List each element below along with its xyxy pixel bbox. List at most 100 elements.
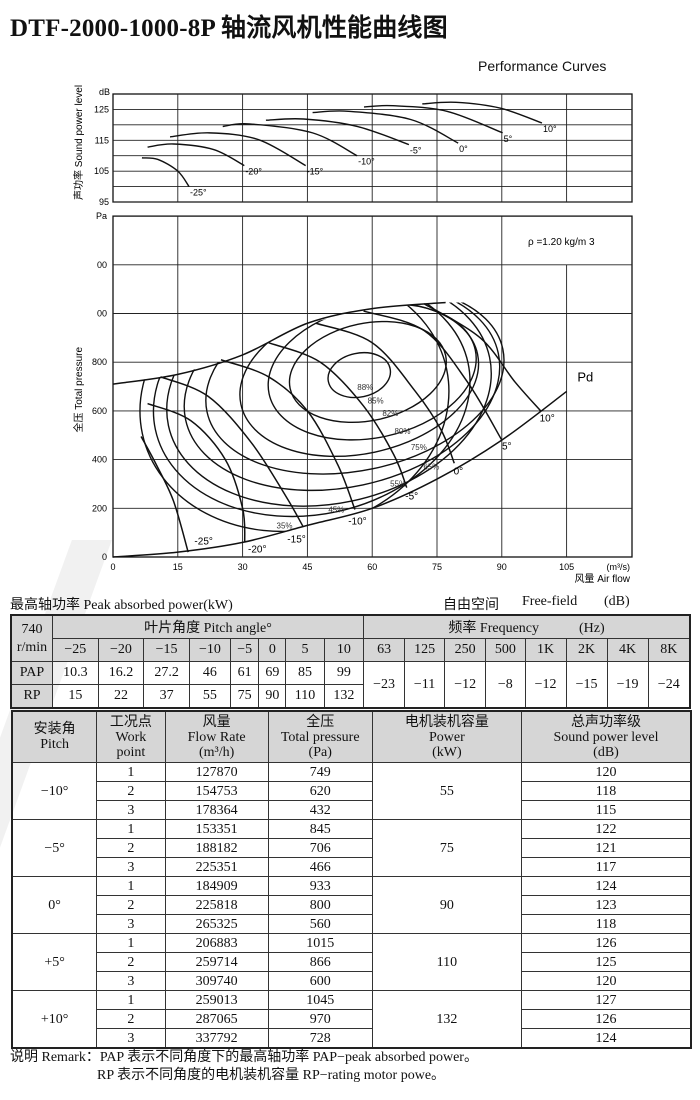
column-header: 风量 Flow Rate (m³/h) [164,710,269,763]
efficiency-label: 85% [368,396,384,405]
frequency-correction-value: −12 [524,661,567,709]
frequency-label: 频率 Frequency [448,621,539,636]
flow-rate-cell: 178364 [164,800,269,820]
frequency-header: 频率 Frequency (Hz) [363,614,691,639]
pitch-curve [315,322,455,464]
column-header-line: (Pa) [308,744,332,760]
total-pressure-cell: 728 [267,1028,373,1049]
frequency-cell: 4K [606,638,649,662]
flow-rate-cell: 259013 [164,990,269,1010]
freefield-unit: (dB) [604,594,630,609]
frequency-correction-value: −8 [485,661,526,709]
sound-ytick-label: 95 [99,197,109,207]
work-point-cell: 2 [96,952,166,972]
pap-value: 16.2 [97,661,145,685]
sound-curve [363,104,503,134]
sound-level-cell: 126 [521,933,692,953]
column-header-line: Work [115,729,147,745]
frequency-cell: 250 [444,638,487,662]
flow-rate-cell: 184909 [164,876,269,896]
pitch-angle-cell: −15 [143,638,190,662]
sound-curve-label: -15° [307,167,324,177]
sound-curve [141,157,190,187]
table-row: 2 188182 706 121 [12,838,692,858]
performance-chart: 95 105 115 125 dB 声功率 Sound power level -25° -2… [72,85,633,585]
pitch-curve-label: -5° [405,491,418,502]
pitch-angle-cell: −5 [229,638,260,662]
pitch-angle-cell: −25 [52,638,99,662]
total-pressure-cell: 600 [267,971,373,991]
efficiency-contour [327,351,392,399]
density-annotation: ρ =1.20 kg/m 3 [528,237,595,248]
pap-value: 85 [285,661,325,685]
xtick-label: 0 [110,562,115,572]
frequency-unit: (Hz) [579,621,605,636]
work-point-cell: 3 [96,800,166,820]
flow-rate-cell: 337792 [164,1028,269,1049]
frequency-correction-value: −11 [404,661,446,709]
pitch-cell: −5° [11,819,98,877]
efficiency-label: 75% [411,443,427,452]
efficiency-label: 65% [423,462,439,471]
sound-ytick-label: 105 [94,166,109,176]
flow-rate-cell: 206883 [164,933,269,953]
efficiency-label: 55% [390,480,406,489]
power-frequency-table: 740 r/min 叶片角度 Pitch angle° 频率 Frequency (Hz… [10,614,691,709]
sound-curve [312,110,459,144]
chart-subtitle: Performance Curves [478,58,607,74]
total-pressure-cell: 933 [267,876,373,896]
frequency-cell: 125 [404,638,446,662]
flow-rate-cell: 153351 [164,819,269,839]
frequency-correction-value: −12 [444,661,487,709]
flow-rate-cell: 259714 [164,952,269,972]
remark-line-2: RP 表示不同角度的电机装机容量 RP−rating motor powe。 [97,1068,446,1083]
pap-value: 46 [188,661,231,685]
pressure-yunit: Pa [96,211,107,221]
flow-rate-cell: 265325 [164,914,269,934]
pitch-curve-label: -15° [287,535,305,546]
pitch-curve-label: -25° [194,536,212,547]
table-row: 3 265325 560 118 [12,914,692,934]
column-header-line: (m³/h) [198,744,235,760]
power-cell: 132 [371,990,523,1049]
total-pressure-cell: 706 [267,838,373,858]
pap-value: 10.3 [52,661,99,685]
xtick-label: 45 [302,562,312,572]
pitch-cell: −10° [11,762,98,820]
flow-rate-cell: 188182 [164,838,269,858]
column-header-line: Pitch [40,737,69,752]
header-row: 740 r/min 叶片角度 Pitch angle° 频率 Frequency (Hz… [10,614,691,662]
pressure-ytick-label: 400 [92,455,107,465]
column-header-line: (kW) [432,744,462,760]
pressure-ytick-label: 800 [92,357,107,367]
total-pressure-cell: 1015 [267,933,373,953]
pitch-cell: +5° [11,933,98,991]
rp-value: 110 [285,684,325,709]
pap-value: 69 [258,661,287,685]
frequency-cell: 2K [565,638,608,662]
header-row: −25 −20 −15 −10 −5 0 5 10 63 125 250 500 1K 2K 4K 8K [11,638,691,662]
xtick-label: 75 [432,562,442,572]
column-header-line: 风量 [202,714,231,730]
work-point-cell: 2 [96,781,166,801]
table-row: 2 259714 866 125 [12,952,692,972]
sound-level-cell: 120 [521,971,692,991]
total-pressure-cell: 620 [267,781,373,801]
table-row: −5° 1 153351 845 75 122 [11,819,692,877]
rp-value: 55 [188,684,231,709]
total-pressure-cell: 800 [267,895,373,915]
total-pressure-cell: 845 [267,819,373,839]
power-cell: 110 [371,933,523,991]
speed-header: 740 r/min [10,614,53,662]
efficiency-label: 82% [382,409,398,418]
work-point-cell: 1 [96,990,166,1010]
table-row: 3 337792 728 124 [12,1028,692,1049]
work-point-cell: 1 [96,876,166,896]
work-point-cell: 1 [96,819,166,839]
pitch-angle-header: 叶片角度 Pitch angle° [51,614,365,639]
table-row: 3 178364 432 115 [12,800,692,820]
total-pressure-cell: 970 [267,1009,373,1029]
table-row: −10° 1 127870 749 55 120 [11,762,692,820]
rp-label: RP [10,684,53,709]
pitch-curve [160,376,304,527]
